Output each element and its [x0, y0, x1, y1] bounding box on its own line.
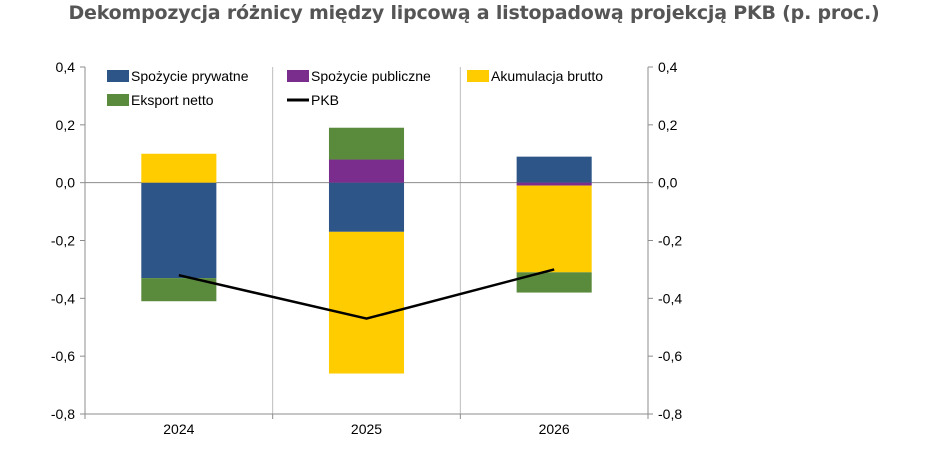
- y-tick-label-right: 0,4: [658, 59, 678, 75]
- x-tick-label: 2024: [163, 421, 194, 437]
- bar-segment: [516, 185, 592, 273]
- y-tick-label-right: 0,0: [658, 175, 678, 191]
- bar-layer: [141, 127, 592, 374]
- legend-swatch: [467, 70, 489, 82]
- y-tick-label: -0,8: [51, 406, 75, 422]
- y-tick-label: -0,4: [51, 290, 75, 306]
- y-tick-label: -0,2: [51, 233, 75, 249]
- bar-segment: [328, 231, 405, 374]
- legend-label: PKB: [311, 92, 339, 108]
- series-line: [178, 268, 555, 320]
- bar-segment: [141, 153, 217, 183]
- x-tick-label: 2026: [539, 421, 570, 437]
- axis-layer: 0,4 0,4 0,2 0,2 0,0 0,0 -0,2 -0,2 -0,4 -0,4 -0,6 -0…: [51, 59, 682, 437]
- bar-segment: [141, 278, 217, 302]
- y-tick-label-right: 0,2: [658, 117, 678, 133]
- legend-label: Akumulacja brutto: [491, 68, 603, 84]
- y-tick-label: 0,4: [56, 59, 76, 75]
- y-tick-label: 0,0: [56, 175, 76, 191]
- legend-swatch: [107, 94, 129, 106]
- y-tick-label-right: -0,2: [658, 233, 682, 249]
- y-tick-label-right: -0,4: [658, 290, 682, 306]
- bar-segment: [328, 159, 405, 183]
- legend-label: Spożycie publiczne: [311, 68, 431, 84]
- legend-label: Eksport netto: [131, 92, 214, 108]
- bar-segment: [516, 156, 592, 183]
- bar-segment: [328, 127, 405, 160]
- x-tick-label: 2025: [351, 421, 382, 437]
- bar-segment: [141, 182, 217, 279]
- y-tick-label: 0,2: [56, 117, 76, 133]
- line-layer: [178, 268, 555, 320]
- chart-title: Dekompozycja różnicy między lipcową a li…: [68, 2, 880, 24]
- y-tick-label-right: -0,8: [658, 406, 682, 422]
- bar-segment: [328, 182, 405, 232]
- bar-segment: [516, 182, 592, 186]
- bar-segment: [516, 272, 592, 293]
- legend-swatch: [107, 70, 129, 82]
- legend-label: Spożycie prywatne: [131, 68, 249, 84]
- legend-swatch: [287, 70, 309, 82]
- y-tick-label-right: -0,6: [658, 348, 682, 364]
- y-tick-label: -0,6: [51, 348, 75, 364]
- legend: Spożycie prywatne Spożycie publiczne Akumu…: [107, 68, 603, 108]
